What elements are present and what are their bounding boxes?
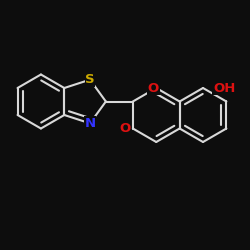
Text: S: S: [85, 73, 95, 86]
Text: OH: OH: [213, 82, 236, 94]
Text: O: O: [148, 82, 159, 94]
Text: O: O: [119, 122, 130, 135]
Text: N: N: [84, 117, 96, 130]
